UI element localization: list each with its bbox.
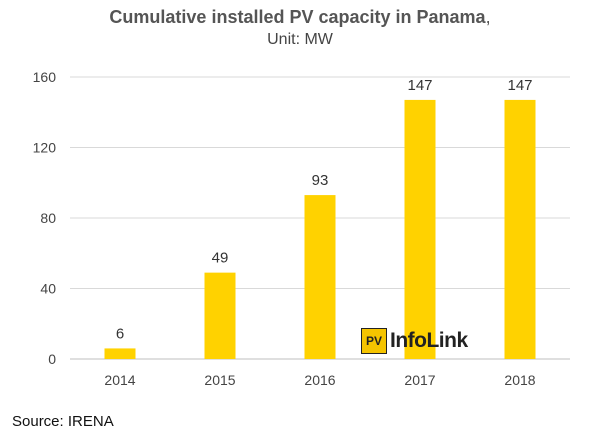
bar [404, 99, 436, 359]
x-tick-label: 2014 [104, 372, 135, 388]
data-label: 93 [312, 172, 329, 189]
bar [504, 99, 536, 359]
y-tick-label: 40 [40, 281, 56, 297]
x-tick-label: 2015 [204, 372, 235, 388]
bar [104, 348, 136, 359]
data-label: 49 [212, 250, 229, 267]
pv-logo-icon: PV [361, 328, 387, 354]
bar [204, 272, 236, 359]
x-tick-label: 2016 [304, 372, 335, 388]
x-tick-label: 2018 [504, 372, 535, 388]
chart-title-suffix: , [485, 7, 491, 27]
source-note: Source: IRENA [12, 413, 114, 430]
y-tick-label: 0 [48, 351, 56, 367]
y-tick-label: 120 [33, 140, 57, 156]
logo-text: InfoLink [390, 329, 468, 352]
data-label: 147 [407, 77, 432, 94]
chart-title-text: Cumulative installed PV capacity in Pana… [109, 7, 486, 27]
y-tick-label: 160 [33, 69, 57, 85]
data-label: 6 [116, 325, 124, 342]
chart-title: Cumulative installed PV capacity in Pana… [0, 6, 600, 28]
y-tick-label: 80 [40, 210, 56, 226]
infolink-logo: PV InfoLink [361, 327, 468, 355]
chart-subtitle: Unit: MW [267, 31, 333, 48]
bar [304, 195, 336, 359]
x-tick-label: 2017 [404, 372, 435, 388]
data-label: 147 [507, 77, 532, 94]
